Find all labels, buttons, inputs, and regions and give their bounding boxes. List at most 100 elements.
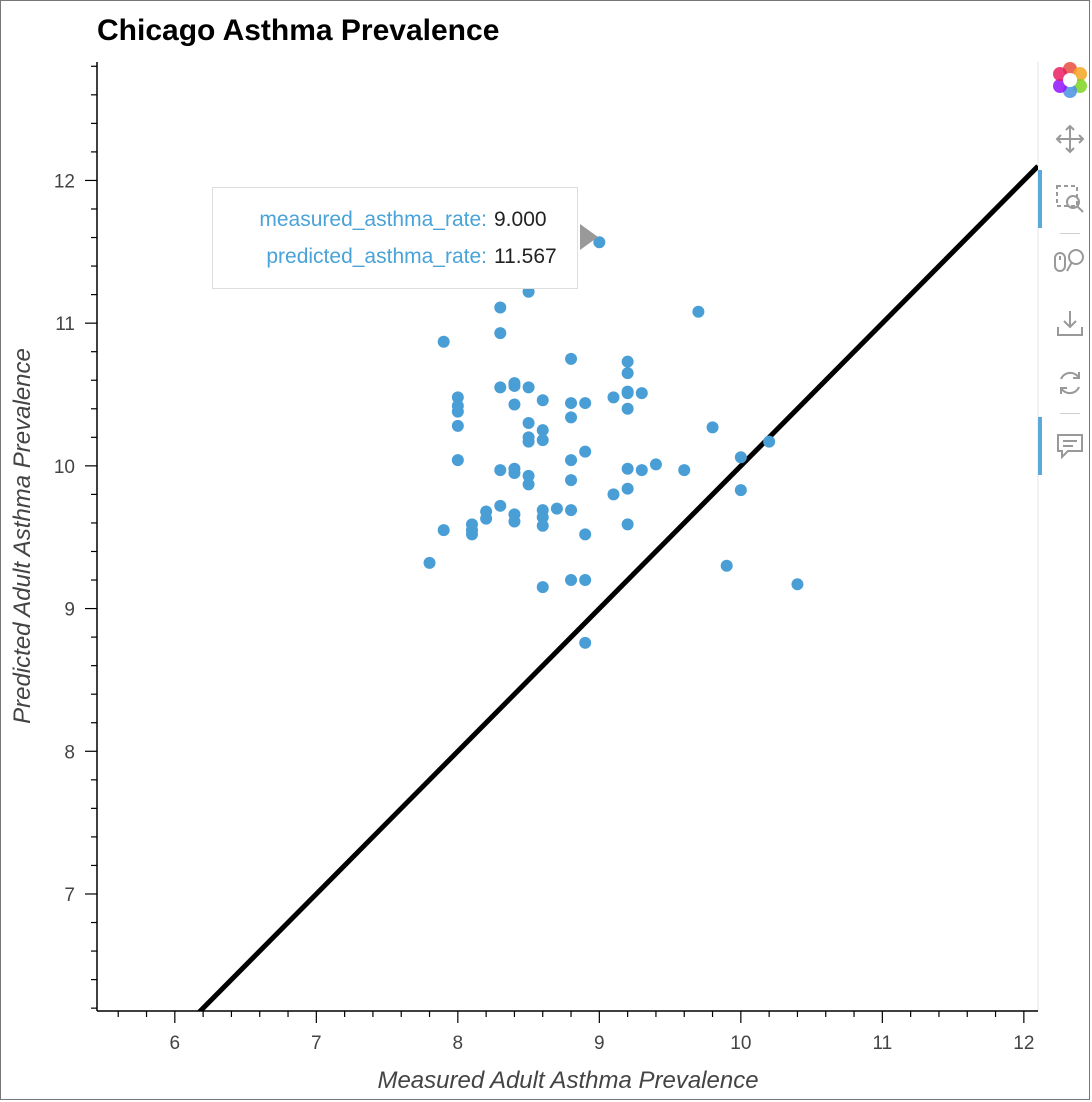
tooltip-key: predicted_asthma_rate: [266, 245, 487, 268]
data-point [451, 419, 464, 432]
hover-tooltip: measured_asthma_rate: 9.000 predicted_as… [212, 187, 578, 289]
x-axis-label: Measured Adult Asthma Prevalence [377, 1067, 758, 1094]
data-point [763, 435, 776, 448]
data-point [494, 327, 507, 340]
x-tick-label: 7 [311, 1033, 322, 1054]
chart-title: Chicago Asthma Prevalence [97, 14, 500, 47]
data-point [621, 387, 634, 400]
data-point [451, 454, 464, 467]
data-point [451, 391, 464, 404]
save-icon[interactable] [1050, 303, 1090, 343]
data-point [649, 458, 662, 471]
data-point [621, 402, 634, 415]
box-zoom-icon[interactable] [1050, 179, 1090, 219]
data-point [494, 464, 507, 477]
toolbar-divider [1060, 413, 1080, 414]
data-point [480, 512, 493, 525]
toolbar-divider [1060, 233, 1080, 234]
data-point [565, 352, 578, 365]
x-tick-label: 8 [453, 1033, 464, 1054]
x-tick-label: 9 [594, 1033, 605, 1054]
bokeh-logo-icon[interactable] [1050, 60, 1090, 100]
x-tick-label: 12 [1013, 1033, 1034, 1054]
data-point [494, 301, 507, 314]
data-point [621, 518, 634, 531]
y-axis-label: Predicted Adult Asthma Prevalence [9, 348, 36, 724]
tooltip-pointer [580, 224, 598, 250]
active-tool-indicator [1038, 417, 1042, 475]
data-point [734, 451, 747, 464]
plot-area [196, 164, 1038, 1011]
data-point [536, 394, 549, 407]
y-tick-label: 10 [54, 457, 75, 478]
x-tick-label: 10 [730, 1033, 751, 1054]
x-tick-label: 11 [872, 1033, 892, 1054]
data-point [565, 397, 578, 410]
tooltip-key: measured_asthma_rate: [259, 208, 487, 231]
data-point [565, 504, 578, 517]
data-point [536, 511, 549, 524]
data-point [706, 421, 719, 434]
data-point [791, 578, 804, 591]
data-point [692, 305, 705, 318]
active-tool-indicator [1038, 170, 1042, 228]
plot-toolbar [1038, 55, 1092, 485]
data-point [734, 484, 747, 497]
data-point [635, 387, 648, 400]
data-point [621, 482, 634, 495]
y-tick-label: 9 [64, 600, 75, 621]
data-point [621, 367, 634, 380]
data-point [579, 574, 592, 587]
hover-icon[interactable] [1050, 425, 1090, 465]
data-point [437, 335, 450, 348]
tooltip-value: 11.567 [494, 245, 557, 268]
data-point [522, 469, 535, 482]
data-point [565, 411, 578, 424]
data-point [579, 528, 592, 541]
data-point [621, 355, 634, 368]
data-point [522, 417, 535, 430]
data-point [565, 454, 578, 467]
data-point [494, 499, 507, 512]
data-point [550, 502, 563, 515]
y-tick-label: 7 [64, 885, 75, 906]
data-point [579, 397, 592, 410]
data-point [579, 636, 592, 649]
y-tick-label: 8 [64, 742, 75, 763]
data-point [508, 466, 521, 479]
data-point [522, 381, 535, 394]
reset-icon[interactable] [1050, 363, 1090, 403]
data-point [565, 574, 578, 587]
data-point [465, 528, 478, 541]
y-tick-label: 11 [55, 314, 75, 335]
data-point [536, 434, 549, 447]
data-point [536, 581, 549, 594]
data-point [565, 474, 578, 487]
data-point [508, 515, 521, 528]
data-point [451, 405, 464, 418]
x-tick-label: 6 [170, 1033, 181, 1054]
data-point [720, 559, 733, 572]
reference-line [196, 164, 1038, 1011]
data-point [437, 524, 450, 537]
data-point [508, 398, 521, 411]
data-point [678, 464, 691, 477]
tooltip-row-measured: measured_asthma_rate: 9.000 [213, 208, 577, 236]
data-point [536, 519, 549, 532]
data-point [508, 379, 521, 392]
data-point [635, 464, 648, 477]
y-tick-label: 12 [54, 171, 75, 192]
tooltip-value: 9.000 [494, 208, 547, 231]
pan-icon[interactable] [1050, 119, 1090, 159]
data-point [607, 488, 620, 501]
data-point [579, 445, 592, 458]
data-point [522, 435, 535, 448]
data-point [607, 391, 620, 404]
data-point [621, 462, 634, 475]
data-point [536, 424, 549, 437]
data-point [522, 478, 535, 491]
tooltip-row-predicted: predicted_asthma_rate: 11.567 [213, 245, 577, 273]
wheel-zoom-icon[interactable] [1050, 241, 1090, 281]
